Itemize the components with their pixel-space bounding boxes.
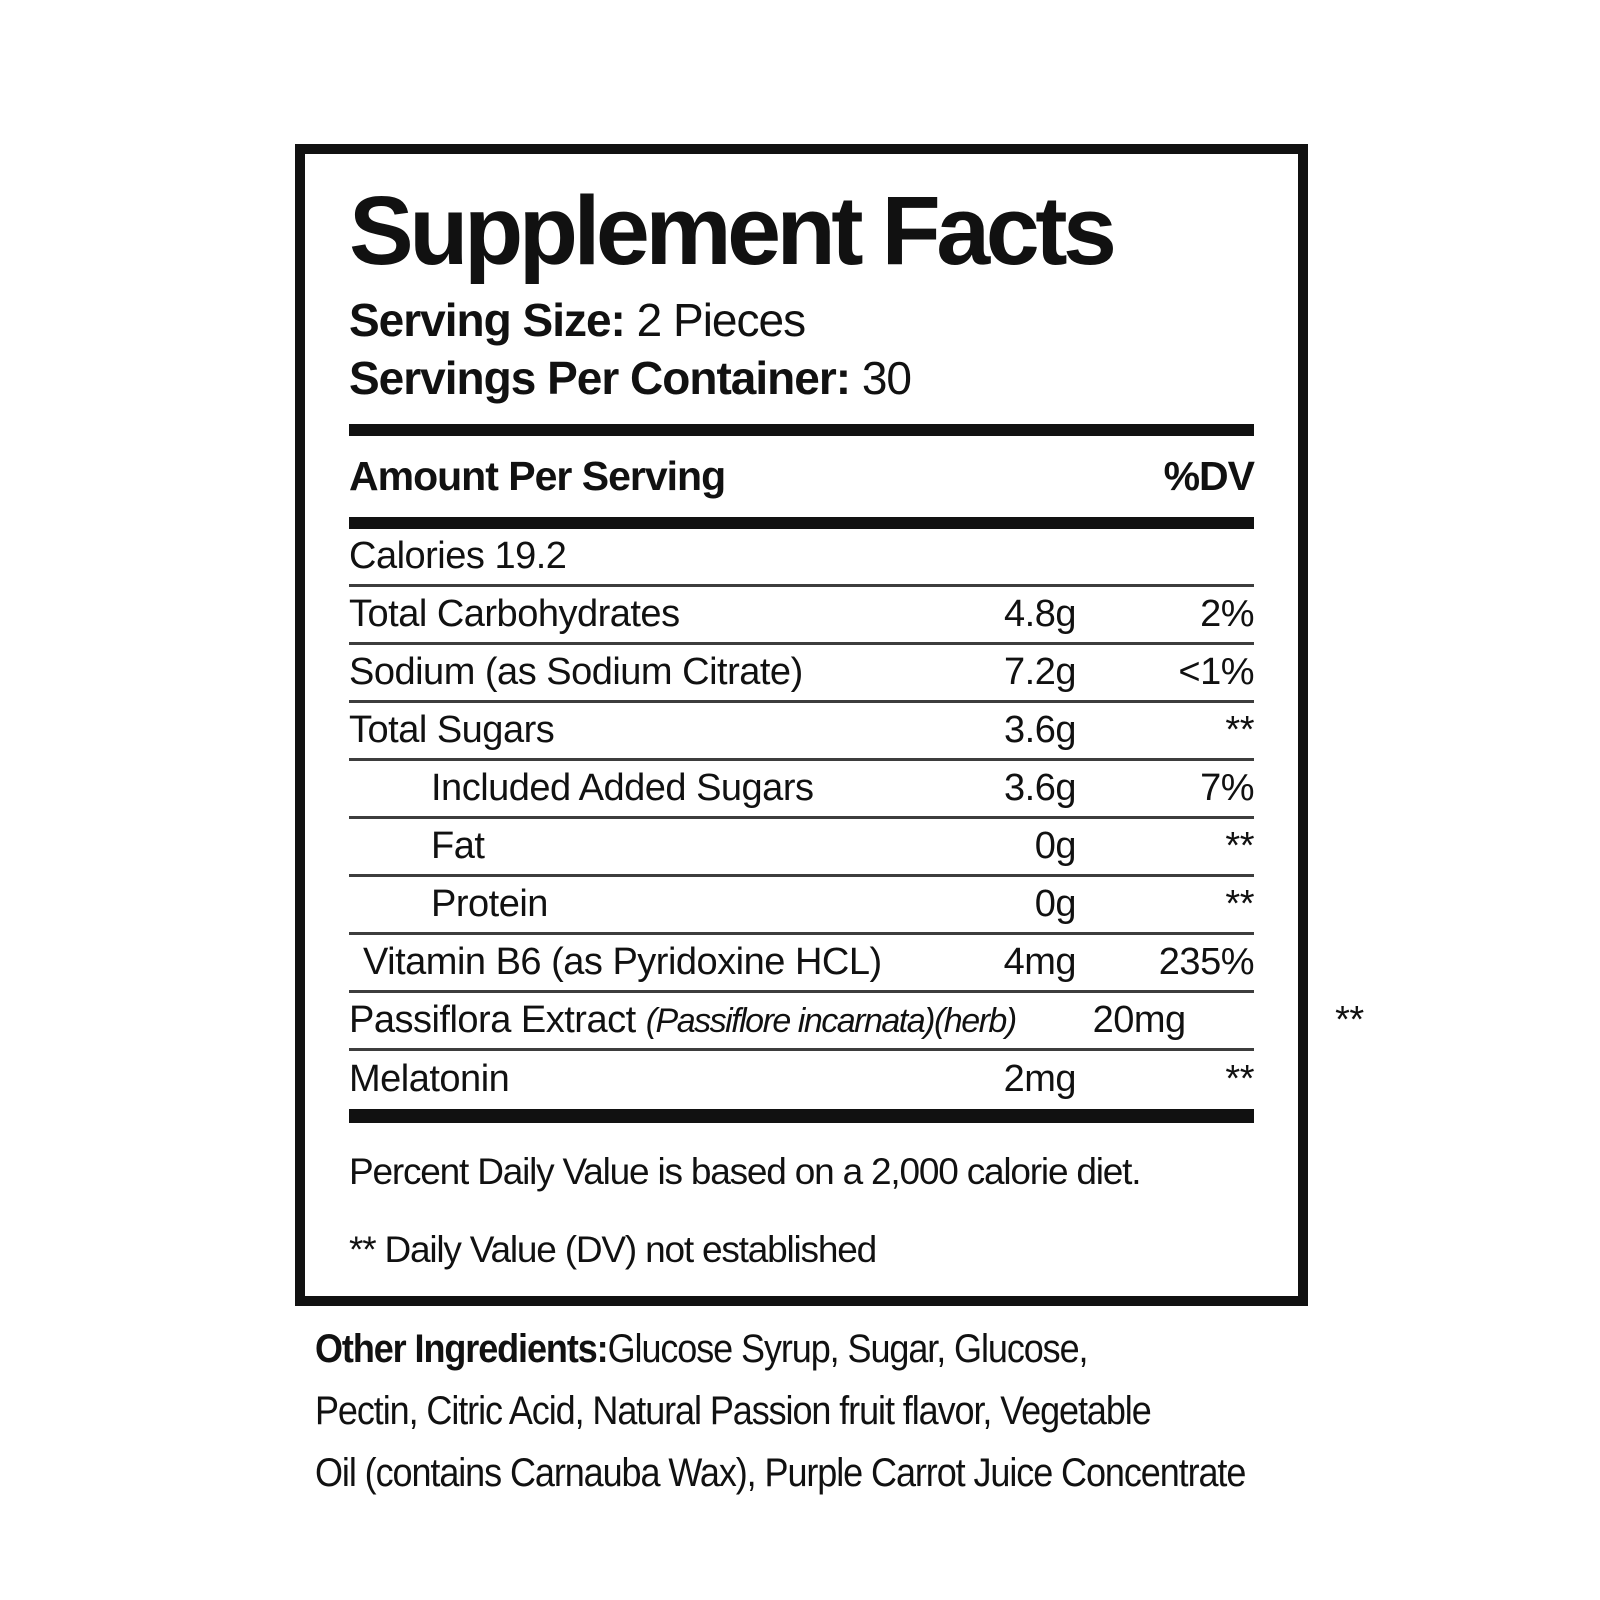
row-name: Vitamin B6 (as Pyridoxine HCL) <box>363 940 882 983</box>
divider-thick-top <box>349 423 1254 436</box>
serving-size-line: Serving Size: 2 Pieces <box>349 291 1254 349</box>
row-name: Sodium (as Sodium Citrate) <box>349 650 803 693</box>
other-ingredients-section: Other Ingredients:Glucose Syrup, Sugar, … <box>315 1318 1305 1504</box>
row-name: Total Carbohydrates <box>349 592 680 635</box>
panel-title: Supplement Facts <box>349 176 1117 285</box>
table-row-fat: Fat 0g ** <box>349 819 1255 877</box>
servings-per-container-value: 30 <box>861 352 912 405</box>
row-amount: 2mg <box>1003 1058 1077 1101</box>
table-header-row: Amount Per Serving %DV <box>349 436 1255 517</box>
row-dv: 2% <box>1200 592 1254 635</box>
servings-per-container-label: Servings Per Container: <box>349 352 851 405</box>
row-amount: 4.8g <box>1004 592 1076 635</box>
row-dv: ** <box>1225 824 1254 867</box>
row-dv: 235% <box>1158 940 1255 983</box>
header-percent-dv: %DV <box>1163 452 1255 499</box>
row-amount: 0g <box>1034 824 1077 867</box>
other-ingredients-label: Other Ingredients: <box>315 1327 609 1371</box>
other-ingredients-line-3: Oil (contains Carnauba Wax), Purple Carr… <box>315 1451 1246 1495</box>
table-row-included-added-sugars: Included Added Sugars 3.6g 7% <box>349 761 1255 819</box>
table-row-vitamin-b6: Vitamin B6 (as Pyridoxine HCL) 4mg 235% <box>349 935 1255 993</box>
row-amount: 7.2g <box>1004 650 1076 693</box>
row-amount: 20mg <box>1092 998 1187 1041</box>
servings-per-container-line: Servings Per Container: 30 <box>349 349 1254 407</box>
serving-size-value: 2 Pieces <box>636 293 806 346</box>
table-row-passiflora-extract: Passiflora Extract (Passiflore incarnata… <box>349 993 1364 1051</box>
table-row-calories: Calories 19.2 <box>349 529 1254 587</box>
other-ingredients-line-2: Pectin, Citric Acid, Natural Passion fru… <box>315 1389 1152 1433</box>
other-ingredients-line-1: Other Ingredients:Glucose Syrup, Sugar, … <box>315 1318 1305 1380</box>
row-dv: <1% <box>1178 650 1254 693</box>
row-dv: ** <box>1225 882 1254 925</box>
table-row-total-carbohydrates: Total Carbohydrates 4.8g 2% <box>349 587 1255 645</box>
row-name: Melatonin <box>349 1058 510 1101</box>
row-name: Total Sugars <box>349 708 555 751</box>
row-name-regular: Passiflora Extract <box>349 998 646 1041</box>
footnote-not-established: ** Daily Value (DV) not established <box>349 1228 877 1270</box>
table-row-total-sugars: Total Sugars 3.6g ** <box>349 703 1255 761</box>
supplement-facts-panel: Supplement Facts Serving Size: 2 Pieces … <box>295 144 1364 1306</box>
row-amount: 0g <box>1034 882 1077 925</box>
table-row-melatonin: Melatonin 2mg ** <box>349 1051 1255 1109</box>
row-dv: ** <box>1225 708 1254 751</box>
row-dv: ** <box>1225 1058 1254 1101</box>
row-name: Calories 19.2 <box>349 534 567 577</box>
table-row-sodium: Sodium (as Sodium Citrate) 7.2g <1% <box>349 645 1255 703</box>
serving-size-label: Serving Size: <box>349 293 626 346</box>
row-name-italic: (Passiflore incarnata)(herb) <box>645 1001 1017 1040</box>
other-ingredients-line-1-text: Glucose Syrup, Sugar, Glucose, <box>607 1327 1089 1371</box>
row-dv: ** <box>1335 998 1364 1041</box>
row-amount: 3.6g <box>1004 766 1076 809</box>
divider-thick-under-header <box>349 516 1254 529</box>
row-dv: 7% <box>1200 766 1254 809</box>
row-name: Fat <box>431 824 485 867</box>
row-amount: 3.6g <box>1004 708 1076 751</box>
divider-thick-bottom <box>349 1108 1254 1123</box>
footnote-daily-value: Percent Daily Value is based on a 2,000 … <box>349 1150 1142 1192</box>
row-name: Protein <box>431 882 548 925</box>
row-name: Included Added Sugars <box>431 766 814 809</box>
header-amount-per-serving: Amount Per Serving <box>349 452 726 499</box>
row-amount: 4mg <box>1003 940 1077 983</box>
table-row-protein: Protein 0g ** <box>349 877 1255 935</box>
row-name: Passiflora Extract (Passiflore incarnata… <box>349 998 1017 1042</box>
